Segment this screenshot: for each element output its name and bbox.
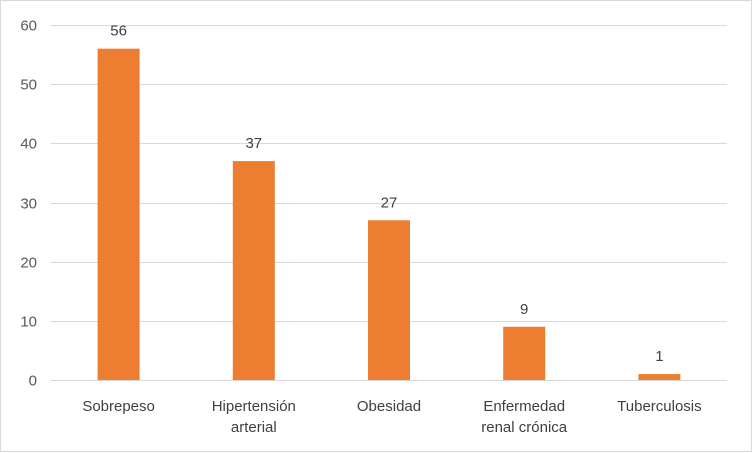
bar-1 [97, 48, 140, 381]
bar-5 [638, 374, 681, 380]
category-label-5: Tuberculosis [617, 398, 701, 415]
y-tick-label-40: 40 [20, 136, 37, 153]
bar-3 [368, 220, 410, 380]
y-tick-label-10: 10 [20, 314, 37, 331]
y-tick-label-60: 60 [20, 18, 37, 35]
bar-4 [503, 326, 546, 380]
y-tick-label-20: 20 [20, 255, 37, 272]
category-label-4-line-1: Enfermedad [483, 398, 565, 415]
y-tick-label-0: 0 [29, 373, 37, 390]
data-label-2: 37 [245, 135, 262, 152]
data-label-4: 9 [520, 301, 528, 318]
data-label-3: 27 [381, 194, 398, 211]
y-tick-label-30: 30 [20, 196, 37, 213]
bar-2 [232, 161, 275, 380]
category-label-4-line-2: renal crónica [481, 419, 568, 436]
data-label-1: 56 [110, 23, 127, 40]
category-label-2-line-2: arterial [231, 419, 277, 436]
y-tick-label-50: 50 [20, 77, 37, 94]
category-label-3: Obesidad [357, 398, 421, 415]
category-label-2-line-1: Hipertensión [212, 398, 296, 415]
category-label-1: Sobrepeso [82, 398, 155, 415]
data-label-5: 1 [655, 348, 663, 365]
